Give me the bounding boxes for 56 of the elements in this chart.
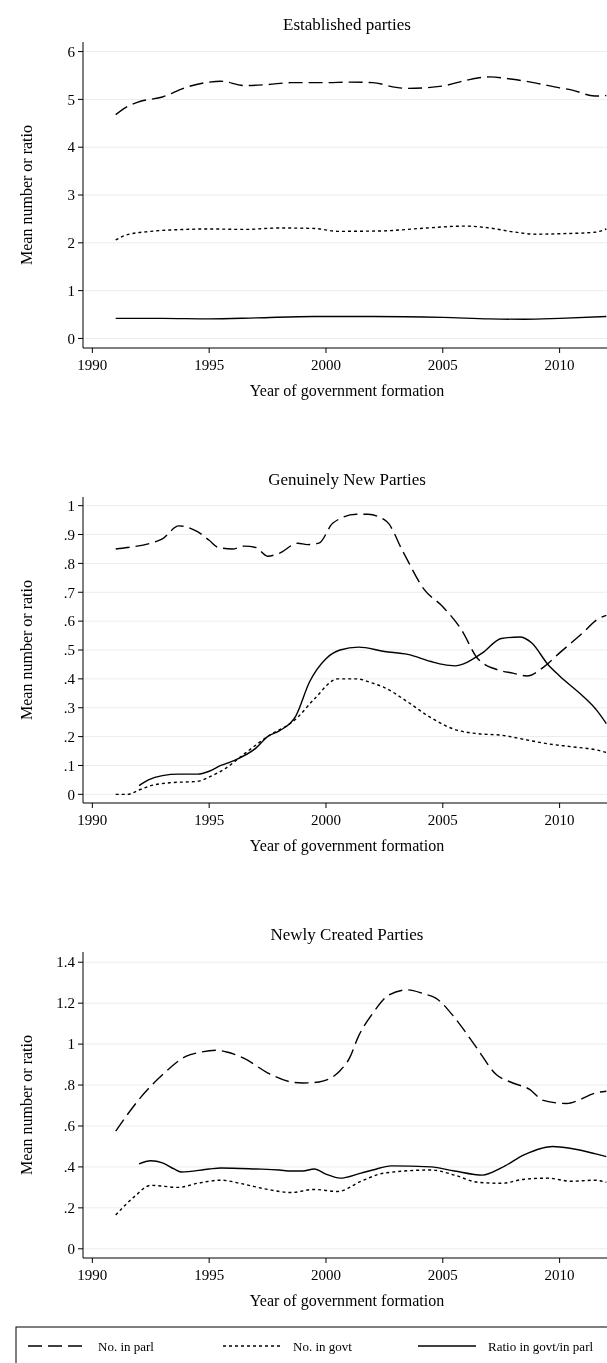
y-tick-label: 6: [67, 43, 76, 60]
x-tick-label: 1995: [194, 812, 225, 828]
legend-label: Ratio in govt/in parl: [488, 1338, 594, 1354]
y-tick-label: 1: [67, 1036, 75, 1053]
x-tick-label: 1990: [77, 1267, 108, 1283]
x-tick-label: 1995: [194, 1267, 225, 1283]
y-tick-label: 1.4: [56, 954, 76, 971]
x-tick-label: 2000: [310, 1267, 341, 1283]
x-tick-label: 2000: [310, 812, 341, 828]
y-tick-label: 3: [67, 187, 75, 204]
chart-title: Newly Created Parties: [270, 925, 424, 944]
y-tick-label: 0: [67, 786, 75, 803]
y-tick-label: 2: [67, 235, 75, 252]
x-axis-title: Year of government formation: [249, 837, 445, 855]
chart-title: Genuinely New Parties: [268, 470, 426, 489]
x-tick-label: 1990: [77, 812, 108, 828]
y-tick-label: .9: [63, 526, 75, 543]
y-tick-label: 0: [67, 330, 75, 347]
y-tick-label: .4: [63, 1159, 76, 1176]
y-tick-label: .5: [63, 642, 75, 659]
x-tick-label: 2010: [544, 1267, 575, 1283]
y-tick-label: 1: [67, 282, 75, 299]
y-tick-label: 1: [67, 497, 75, 514]
x-tick-label: 1990: [77, 357, 108, 373]
y-axis-title: Mean number or ratio: [18, 1035, 35, 1175]
legend-label: No. in parl: [98, 1338, 155, 1354]
x-tick-label: 2000: [310, 357, 341, 373]
y-axis-title: Mean number or ratio: [18, 125, 35, 265]
x-axis-title: Year of government formation: [249, 382, 445, 400]
x-tick-label: 1995: [194, 357, 225, 373]
y-axis-title: Mean number or ratio: [18, 580, 35, 720]
line-series: [115, 76, 607, 116]
y-tick-label: 1.2: [56, 995, 75, 1012]
chart-title: Established parties: [283, 15, 411, 34]
y-tick-label: 5: [67, 91, 75, 108]
y-tick-label: .7: [63, 584, 76, 601]
y-tick-label: 0: [67, 1241, 75, 1258]
y-tick-label: .2: [63, 728, 75, 745]
x-axis-title: Year of government formation: [249, 1292, 445, 1310]
y-tick-label: .3: [63, 699, 75, 716]
y-tick-label: .2: [63, 1200, 75, 1217]
y-tick-label: .1: [63, 757, 75, 774]
y-tick-label: .4: [63, 671, 76, 688]
y-tick-label: .6: [63, 1118, 76, 1135]
line-series: [115, 989, 607, 1132]
y-tick-label: .6: [63, 613, 76, 630]
x-tick-label: 2005: [427, 812, 458, 828]
y-tick-label: 4: [67, 139, 76, 156]
x-tick-label: 2005: [427, 357, 458, 373]
x-tick-label: 2010: [544, 357, 575, 373]
y-tick-label: .8: [63, 1077, 75, 1094]
x-tick-label: 2005: [427, 1267, 458, 1283]
line-series: [115, 225, 607, 241]
x-tick-label: 2010: [544, 812, 575, 828]
y-tick-label: .8: [63, 555, 75, 572]
legend-label: No. in govt: [293, 1338, 353, 1354]
